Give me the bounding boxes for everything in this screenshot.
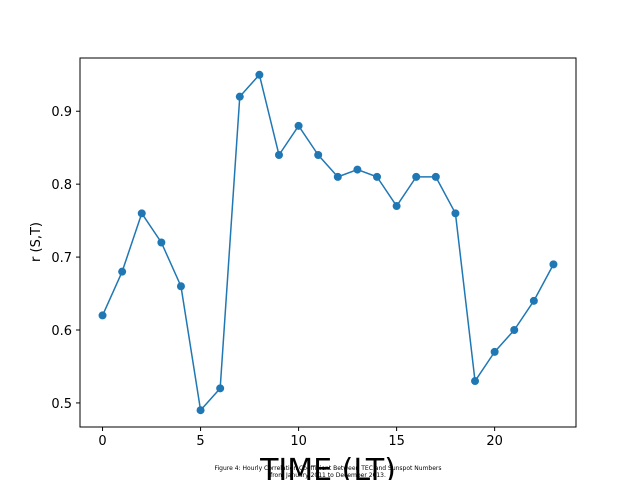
data-point xyxy=(118,267,127,276)
data-point xyxy=(431,172,440,181)
x-axis-label: TIME (LT) xyxy=(259,453,396,480)
data-point xyxy=(294,121,303,130)
x-tick-label: 20 xyxy=(486,434,503,449)
data-point xyxy=(549,260,558,269)
data-point xyxy=(353,165,362,174)
y-axis: 0.5 0.6 0.7 0.8 0.9 xyxy=(51,105,80,412)
data-point xyxy=(216,384,225,393)
plot-area xyxy=(79,57,577,428)
y-tick-label: 0.7 xyxy=(51,251,72,266)
caption-line-1: Figure 4: Hourly Correlation Coefficient… xyxy=(214,465,441,472)
data-point xyxy=(274,150,283,159)
x-tick-label: 0 xyxy=(98,434,106,449)
y-tick-label: 0.9 xyxy=(51,105,72,120)
data-point xyxy=(137,209,146,218)
data-point xyxy=(373,172,382,181)
data-point xyxy=(412,172,421,181)
caption-line-2: from January 2011 to December 2013. xyxy=(270,472,386,479)
data-point xyxy=(196,406,205,415)
data-point xyxy=(235,92,244,101)
series-layer xyxy=(98,70,558,415)
data-point xyxy=(490,347,499,356)
x-tick-label: 5 xyxy=(196,434,204,449)
data-point xyxy=(471,377,480,386)
data-point xyxy=(392,202,401,211)
data-point xyxy=(314,150,323,159)
data-point xyxy=(510,326,519,335)
x-axis: 0 5 10 15 20 xyxy=(98,427,503,449)
data-point xyxy=(98,311,107,320)
data-point xyxy=(333,172,342,181)
y-tick-label: 0.6 xyxy=(51,324,72,339)
data-point xyxy=(255,70,264,79)
series-line xyxy=(101,74,555,411)
y-tick-label: 0.5 xyxy=(51,397,72,412)
x-tick-label: 15 xyxy=(388,434,405,449)
y-axis-label: r (S,T) xyxy=(29,222,44,262)
data-point xyxy=(176,282,185,291)
data-point xyxy=(157,238,166,247)
data-point xyxy=(529,296,538,305)
data-point xyxy=(451,209,460,218)
x-tick-label: 10 xyxy=(290,434,307,449)
y-tick-label: 0.8 xyxy=(51,178,72,193)
